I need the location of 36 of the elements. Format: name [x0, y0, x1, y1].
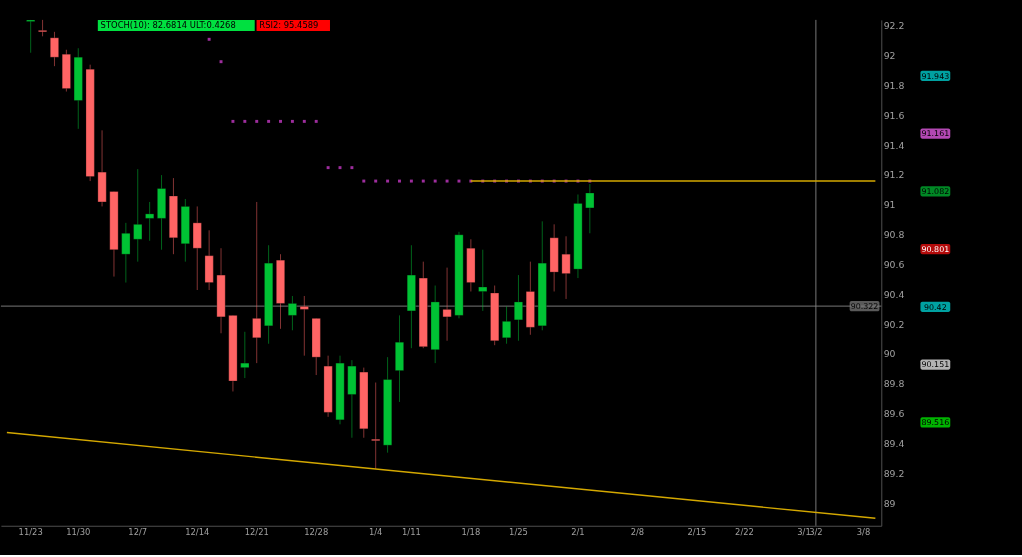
y-tick-label: 91.2: [883, 169, 905, 181]
y-tick-label: 89.8: [883, 378, 905, 390]
y-tick-label: 91.6: [883, 109, 905, 121]
y-tick-label: 89: [883, 497, 896, 509]
x-tick-label: 3/2: [809, 526, 823, 537]
x-tick-label: 12/7: [128, 526, 148, 537]
x-tick-label: 1/11: [401, 526, 421, 537]
x-tick-label: 2/15: [687, 526, 707, 537]
y-tick-label: 89.4: [883, 437, 905, 449]
y-tick-label: 91: [883, 199, 896, 211]
x-tick-label: 2/1: [571, 526, 585, 537]
x-tick-label: 1/18: [461, 526, 481, 537]
y-tick-label: 90.2: [883, 318, 905, 330]
x-tick-label: 12/14: [185, 526, 210, 537]
annotation: RSI2: 95.4589: [259, 20, 319, 31]
y-tick-label: 90.6: [883, 258, 905, 270]
x-tick-label: 1/4: [368, 526, 383, 537]
y-tick-label: 91.8: [883, 79, 905, 91]
x-tick-label: 11/23: [18, 526, 43, 537]
y-tick-label: 91.4: [883, 139, 905, 151]
y-tick-label: 92: [883, 49, 896, 61]
y-tick-label: 90.4: [883, 288, 905, 300]
x-tick-label: 3/8: [856, 526, 871, 537]
y-tick-label: 90.8: [883, 229, 905, 241]
y-tick-label: 92.2: [883, 20, 905, 32]
x-tick-label: 2/22: [735, 526, 754, 537]
y-tick-label: 90: [883, 348, 896, 360]
x-tick-label: 12/28: [304, 526, 329, 537]
x-tick-label: 1/25: [509, 526, 528, 537]
x-tick-label: 3/1: [797, 526, 811, 537]
y-tick-label: 89.6: [883, 408, 905, 420]
annotation: STOCH(10): 82.6814 ULT:0.4268: [100, 20, 236, 31]
x-tick-label: 11/30: [66, 526, 91, 537]
y-tick-label: 89.2: [883, 467, 905, 479]
x-tick-label: 12/21: [244, 526, 269, 537]
x-tick-label: 2/8: [630, 526, 645, 537]
